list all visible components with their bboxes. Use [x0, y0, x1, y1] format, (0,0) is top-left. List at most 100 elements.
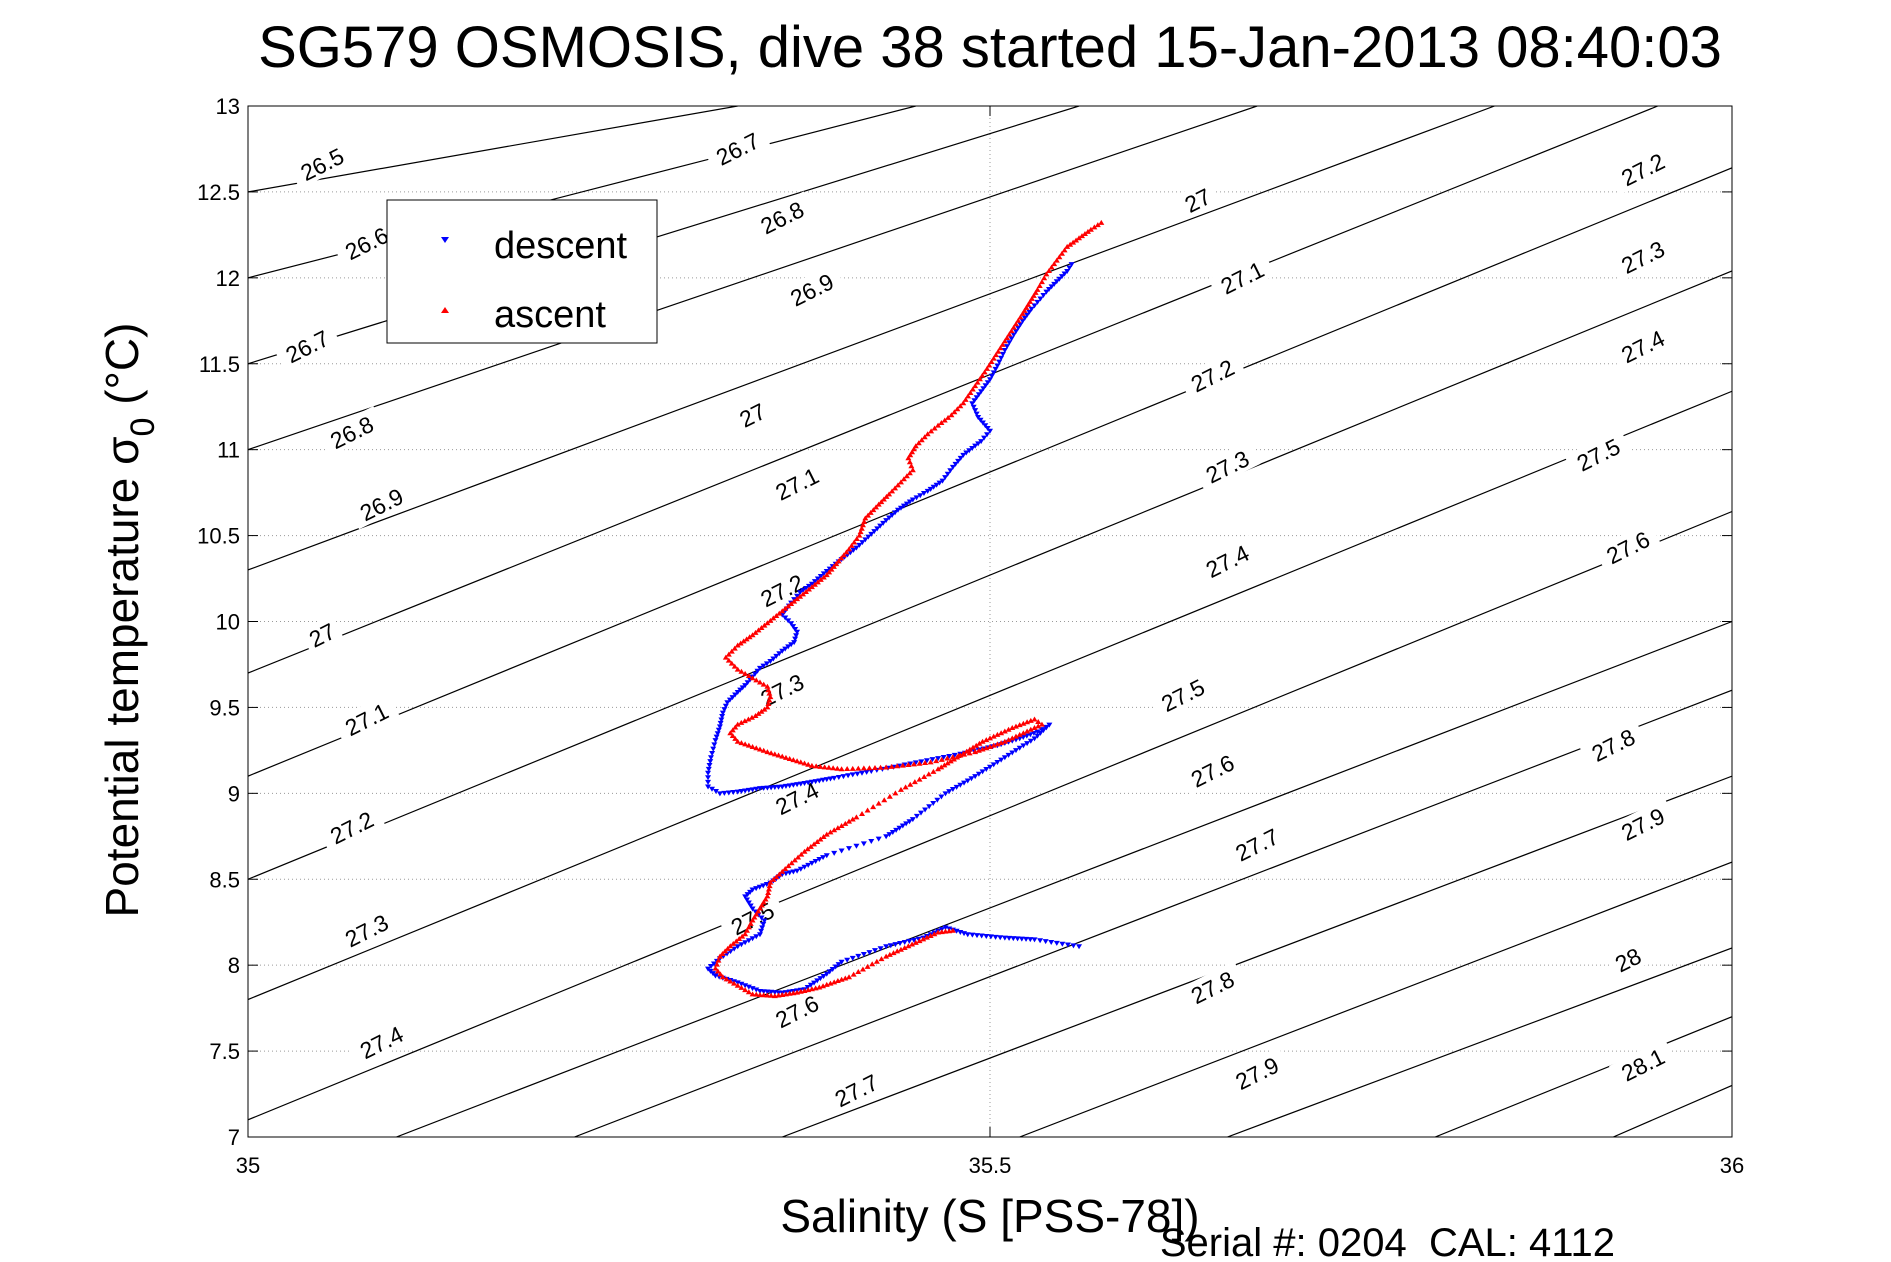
descent-point: [1053, 940, 1060, 946]
ascent-point: [925, 771, 932, 777]
ascent-point: [773, 874, 780, 880]
ascent-point: [795, 854, 802, 860]
ascent-point: [918, 437, 925, 443]
ascent-point: [870, 507, 877, 513]
descent-point: [930, 800, 937, 806]
ascent-point: [938, 756, 945, 762]
descent-point: [829, 966, 836, 972]
ascent-point: [727, 943, 734, 949]
descent-point: [917, 493, 924, 499]
descent-point: [874, 526, 881, 532]
ascent-point: [830, 765, 837, 771]
ascent-point: [928, 428, 935, 434]
descent-point: [790, 782, 797, 788]
descent-point: [725, 790, 732, 796]
ascent-point: [864, 963, 871, 969]
ascent-point: [944, 755, 951, 761]
descent-point: [738, 942, 745, 948]
descent-point: [988, 373, 995, 379]
ascent-point: [994, 741, 1001, 747]
ascent-point: [748, 714, 755, 720]
descent-point: [946, 789, 953, 795]
ascent-point: [742, 670, 749, 676]
ascent-point: [966, 746, 973, 752]
ascent-point: [995, 348, 1002, 354]
ascent-point: [732, 735, 739, 741]
descent-point: [871, 948, 878, 954]
descent-point: [1004, 344, 1011, 350]
ascent-point: [782, 865, 789, 871]
ascent-point: [713, 961, 720, 967]
ascent-point: [981, 369, 988, 375]
density-contour-line: [248, 106, 1258, 451]
descent-point: [853, 545, 860, 551]
ascent-point: [900, 476, 907, 482]
ascent-point: [938, 420, 945, 426]
serial-cal-footer: Serial #: 0204 CAL: 4112: [1160, 1221, 1615, 1262]
ascent-point: [755, 710, 762, 716]
ascent-point: [878, 499, 885, 505]
ascent-point: [1001, 738, 1008, 744]
legend-ascent-label: ascent: [494, 294, 606, 336]
ascent-point: [779, 608, 786, 614]
descent-point: [912, 760, 919, 766]
ascent-point: [954, 754, 961, 760]
descent-point: [831, 775, 838, 781]
ascent-point: [761, 706, 768, 712]
descent-point: [1058, 274, 1065, 280]
descent-point: [933, 482, 940, 488]
density-contours: [248, 106, 1732, 1137]
descent-point: [1048, 284, 1055, 290]
ascent-point: [785, 603, 792, 609]
ascent-point: [725, 651, 732, 657]
descent-point: [1059, 941, 1066, 947]
descent-point: [899, 823, 906, 829]
ascent-point: [816, 984, 823, 990]
ascent-point: [838, 766, 845, 772]
descent-point: [1030, 730, 1037, 736]
descent-point: [811, 980, 818, 986]
descent-point: [942, 475, 949, 481]
ascent-point: [997, 345, 1004, 351]
descent-point: [984, 426, 991, 432]
ascent-point: [779, 868, 786, 874]
descent-point: [1045, 287, 1052, 293]
ascent-point: [767, 694, 774, 700]
descent-point: [1034, 733, 1041, 739]
ascent-point: [767, 617, 774, 623]
descent-point: [1031, 736, 1038, 742]
ascent-point: [987, 743, 993, 749]
ascent-point: [1041, 275, 1048, 281]
ascent-point: [766, 883, 773, 889]
ascent-point: [855, 765, 862, 771]
ascent-point: [734, 982, 741, 988]
descent-point: [758, 915, 765, 921]
ascent-point: [1098, 219, 1105, 225]
ascent-point: [897, 786, 904, 792]
y-axis-title: Potential temperature σ0 (°C): [96, 323, 162, 918]
contour-label-background: [822, 1064, 890, 1116]
ascent-point: [840, 552, 847, 558]
ascent-point: [766, 690, 773, 696]
descent-point: [849, 955, 856, 961]
density-contour-line: [1434, 1016, 1732, 1137]
ascent-point: [969, 386, 976, 392]
descent-point: [776, 651, 783, 657]
descent-point: [759, 925, 766, 931]
descent-point: [705, 775, 712, 781]
ascent-point: [805, 586, 812, 592]
ascent-point: [869, 961, 876, 967]
descent-point: [850, 547, 857, 553]
density-contour-line: [782, 775, 1732, 1137]
descent-point: [705, 779, 712, 785]
descent-point: [1012, 737, 1019, 743]
descent-point: [1010, 936, 1017, 942]
descent-point: [1006, 340, 1013, 346]
descent-point: [915, 936, 922, 942]
ascent-point: [970, 744, 977, 750]
descent-point: [812, 858, 819, 864]
descent-point: [1028, 306, 1035, 312]
descent-point: [924, 488, 931, 494]
descent-point: [983, 767, 990, 773]
descent-point: [753, 987, 760, 993]
